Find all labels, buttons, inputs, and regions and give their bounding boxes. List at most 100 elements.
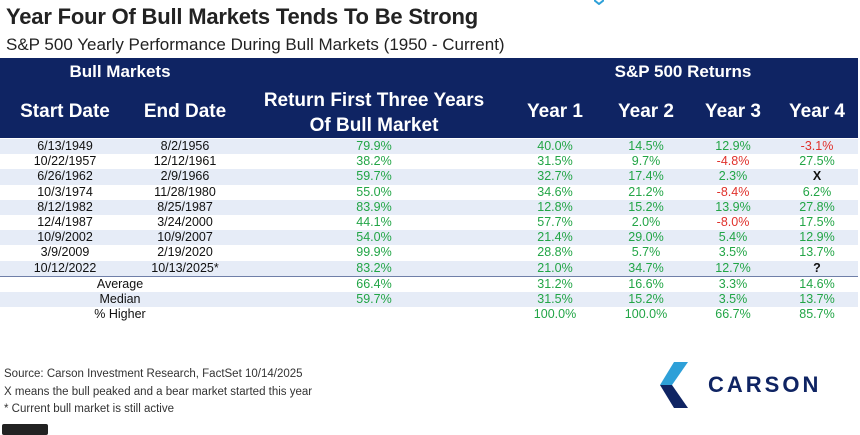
summary-row: Median 59.7% 31.5% 15.2% 3.5% 13.7% [0, 291, 858, 308]
cell-end-date: 11/28/1980 [130, 184, 240, 200]
header-year-4: Year 4 [789, 101, 845, 122]
summary-return-three-years: 66.4% [240, 276, 508, 292]
cell-year-1: 57.7% [508, 214, 602, 231]
table-row: 10/9/2002 10/9/2007 54.0% 21.4% 29.0% 5.4% 12.… [0, 230, 858, 246]
cell-return-three-years: 83.2% [240, 260, 508, 277]
page-title: Year Four Of Bull Markets Tends To Be St… [6, 4, 479, 29]
cell-year-3: 12.9% [690, 139, 776, 155]
cell-year-2: 15.2% [602, 199, 690, 215]
summary-year-3: 3.5% [690, 291, 776, 308]
table-row: 3/9/2009 2/19/2020 99.9% 28.8% 5.7% 3.5% 13.7% [0, 245, 858, 261]
cell-year-3: 12.7% [690, 260, 776, 277]
cell-end-date: 8/25/1987 [130, 199, 240, 215]
summary-label: % Higher [0, 307, 240, 323]
decorative-mark-icon [594, 0, 604, 5]
cell-year-1: 34.6% [508, 184, 602, 200]
summary-year-1: 31.5% [508, 291, 602, 308]
cell-year-2: 14.5% [602, 139, 690, 155]
cell-return-three-years: 59.7% [240, 169, 508, 185]
header-start-date: Start Date [20, 101, 110, 122]
cell-year-4: X [776, 169, 858, 185]
carson-logo-text: CARSON [708, 372, 822, 397]
cell-year-2: 29.0% [602, 230, 690, 246]
cell-year-4: -3.1% [776, 139, 858, 155]
cell-return-three-years: 44.1% [240, 214, 508, 231]
cell-return-three-years: 55.0% [240, 184, 508, 200]
cell-year-1: 12.8% [508, 199, 602, 215]
table-header: Bull Markets S&P 500 Returns Start Date … [0, 58, 858, 138]
cell-year-3: -4.8% [690, 154, 776, 170]
summary-year-3: 3.3% [690, 276, 776, 292]
cell-start-date: 3/9/2009 [0, 245, 130, 261]
cell-return-three-years: 99.9% [240, 245, 508, 261]
header-group-sp500-returns: S&P 500 Returns [614, 62, 752, 81]
cell-end-date: 10/9/2007 [130, 230, 240, 246]
table-row: 10/22/1957 12/12/1961 38.2% 31.5% 9.7% -4.8% 2… [0, 154, 858, 170]
table-row: 6/13/1949 8/2/1956 79.9% 40.0% 14.5% 12.9% -3.… [0, 139, 858, 155]
summary-label: Average [0, 276, 240, 292]
header-year-1: Year 1 [527, 101, 583, 122]
cell-year-4: 12.9% [776, 230, 858, 246]
cell-start-date: 10/12/2022 [0, 260, 130, 277]
cell-year-4: 27.8% [776, 199, 858, 215]
cell-return-three-years: 83.9% [240, 199, 508, 215]
cell-return-three-years: 79.9% [240, 139, 508, 155]
cell-year-1: 21.4% [508, 230, 602, 246]
cell-year-3: 5.4% [690, 230, 776, 246]
cell-year-4: 13.7% [776, 245, 858, 261]
cell-year-3: 13.9% [690, 199, 776, 215]
cell-end-date: 12/12/1961 [130, 154, 240, 170]
cell-year-1: 28.8% [508, 245, 602, 261]
summary-row: Average 66.4% 31.2% 16.6% 3.3% 14.6% [0, 276, 858, 292]
cell-end-date: 3/24/2000 [130, 214, 240, 231]
bottom-left-mark [2, 424, 48, 435]
cell-year-1: 31.5% [508, 154, 602, 170]
cell-end-date: 8/2/1956 [130, 139, 240, 155]
cell-year-1: 32.7% [508, 169, 602, 185]
cell-year-2: 34.7% [602, 260, 690, 277]
summary-year-1: 100.0% [508, 307, 602, 323]
header-end-date: End Date [143, 101, 227, 122]
summary-year-4: 14.6% [776, 276, 858, 292]
summary-year-4: 85.7% [776, 307, 858, 323]
page-subtitle: S&P 500 Yearly Performance During Bull M… [6, 35, 505, 54]
summary-return-three-years [240, 307, 508, 323]
cell-return-three-years: 38.2% [240, 154, 508, 170]
carson-logo: CARSON [660, 362, 850, 408]
header-group-bull-markets: Bull Markets [69, 62, 171, 81]
cell-start-date: 8/12/1982 [0, 199, 130, 215]
cell-start-date: 6/26/1962 [0, 169, 130, 185]
cell-year-3: 2.3% [690, 169, 776, 185]
summary-return-three-years: 59.7% [240, 291, 508, 308]
summary-year-2: 15.2% [602, 291, 690, 308]
header-return-line1: Return First Three Years [263, 90, 485, 111]
cell-year-2: 17.4% [602, 169, 690, 185]
cell-start-date: 10/22/1957 [0, 154, 130, 170]
cell-year-4: 6.2% [776, 184, 858, 200]
summary-year-1: 31.2% [508, 276, 602, 292]
carson-chevron-icon [660, 362, 688, 408]
table-row: 10/12/2022 10/13/2025* 83.2% 21.0% 34.7% 12.7… [0, 260, 858, 277]
header-year-3: Year 3 [705, 101, 761, 122]
header-return-line2: Of Bull Market [309, 115, 439, 136]
cell-start-date: 10/3/1974 [0, 184, 130, 200]
cell-end-date: 10/13/2025* [130, 260, 240, 277]
cell-year-2: 9.7% [602, 154, 690, 170]
summary-label: Median [0, 291, 240, 308]
header-return-first-three-years: Return First Three Years Of Bull Market [240, 88, 508, 138]
footnote-star-note: * Current bull market is still active [4, 403, 174, 415]
cell-year-4: 17.5% [776, 214, 858, 231]
cell-end-date: 2/19/2020 [130, 245, 240, 261]
cell-year-1: 21.0% [508, 260, 602, 277]
table-row: 10/3/1974 11/28/1980 55.0% 34.6% 21.2% -8.4% 6… [0, 184, 858, 200]
footnote-source: Source: Carson Investment Research, Fact… [4, 368, 303, 380]
cell-year-3: -8.0% [690, 214, 776, 231]
table-row: 8/12/1982 8/25/1987 83.9% 12.8% 15.2% 13.9% 27… [0, 199, 858, 215]
cell-year-3: -8.4% [690, 184, 776, 200]
cell-return-three-years: 54.0% [240, 230, 508, 246]
cell-start-date: 6/13/1949 [0, 139, 130, 155]
summary-year-4: 13.7% [776, 291, 858, 308]
header-year-2: Year 2 [618, 101, 674, 122]
summary-year-2: 16.6% [602, 276, 690, 292]
cell-start-date: 10/9/2002 [0, 230, 130, 246]
